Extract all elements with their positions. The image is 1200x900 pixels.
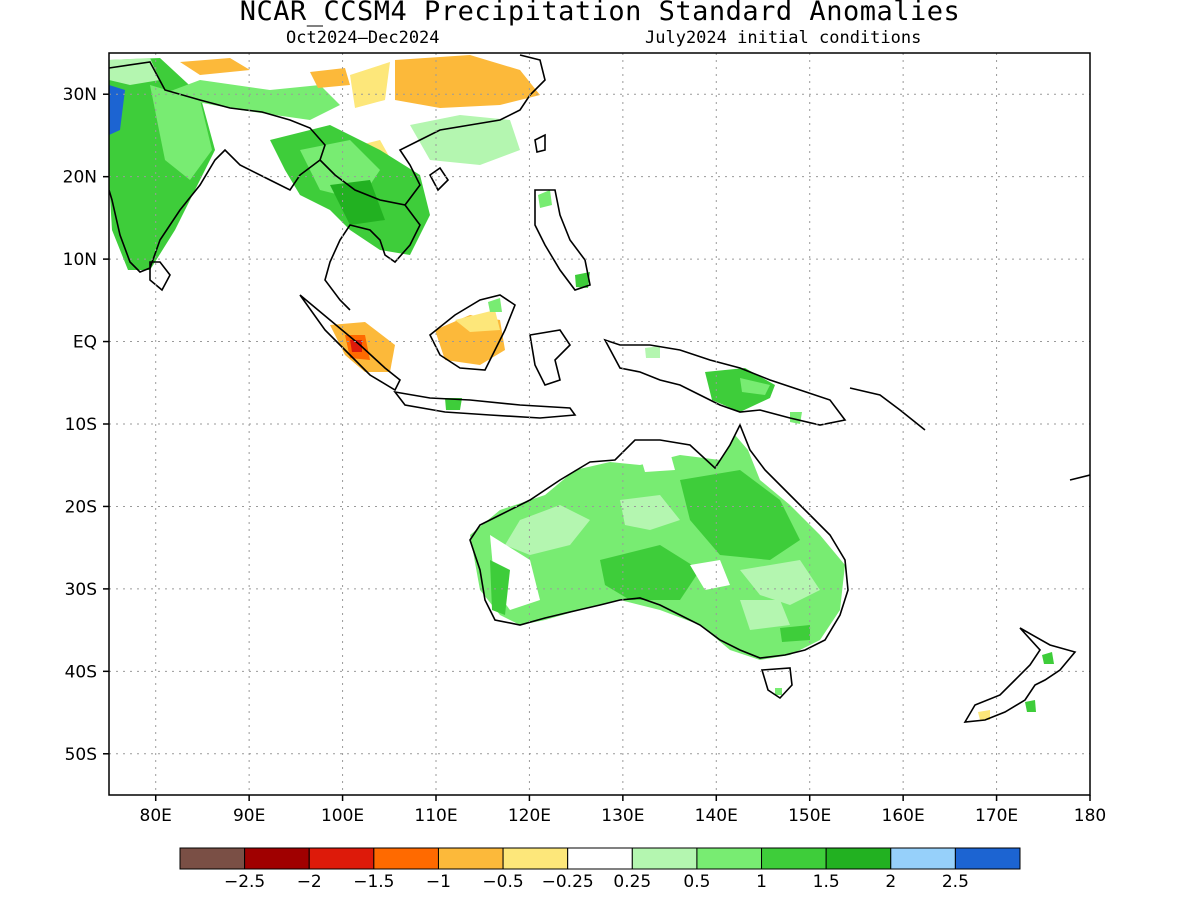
- anomaly-field: [109, 55, 1054, 720]
- lon-label: 90E: [233, 806, 265, 826]
- colorbar: −2.5 −2 −1.5 −1 −0.5 −0.25 0.25 0.5 1 1.5 2 2.5: [179, 847, 1021, 892]
- lon-label: 140E: [695, 806, 738, 826]
- colorbar-swatch: [696, 847, 763, 870]
- colorbar-label: −0.25: [542, 872, 594, 892]
- colorbar-swatch: [954, 847, 1021, 870]
- colorbar-label: 1: [756, 872, 767, 892]
- longitude-labels: 80E 90E 100E 110E 120E 130E 140E 150E 160E 170E 18…: [140, 795, 1106, 826]
- colorbar-swatch: [567, 847, 633, 870]
- colorbar-swatch: [437, 847, 504, 870]
- colorbar-label: −0.5: [482, 872, 523, 892]
- lat-label: 50S: [65, 745, 97, 765]
- colorbar-label: 1.5: [813, 872, 840, 892]
- lon-label: 120E: [508, 806, 551, 826]
- lat-label: 30N: [63, 85, 97, 105]
- colorbar-label: −1: [426, 872, 451, 892]
- colorbar-swatch: [631, 847, 698, 870]
- lat-label: 40S: [65, 662, 97, 682]
- colorbar-swatch: [373, 847, 439, 870]
- lon-label: 170E: [975, 806, 1018, 826]
- lat-label: EQ: [73, 333, 97, 353]
- forecast-period: Oct2024–Dec2024: [286, 28, 440, 48]
- colorbar-label: −2: [297, 872, 322, 892]
- colorbar-label: 2.5: [942, 872, 969, 892]
- colorbar-swatch: [761, 847, 827, 870]
- colorbar-swatch: [502, 847, 569, 870]
- colorbar-label: −2.5: [224, 872, 265, 892]
- lon-label: 150E: [788, 806, 831, 826]
- coastlines: [109, 54, 1090, 723]
- map-title: NCAR_CCSM4 Precipitation Standard Anomal…: [239, 0, 961, 27]
- lon-label: 160E: [882, 806, 925, 826]
- colorbar-label: 2: [885, 872, 896, 892]
- colorbar-swatch: [890, 847, 956, 870]
- colorbar-swatch: [244, 847, 310, 870]
- lon-label: 80E: [140, 806, 172, 826]
- latitude-labels: 30N 20N 10N EQ 10S 20S 30S 40S 50S: [63, 85, 109, 765]
- lat-label: 20N: [63, 168, 97, 188]
- lon-label: 180: [1074, 806, 1106, 826]
- lat-label: 10N: [63, 250, 97, 270]
- lat-label: 10S: [65, 415, 97, 435]
- colorbar-label: 0.25: [613, 872, 651, 892]
- lat-label: 20S: [65, 497, 97, 517]
- graticule: [109, 53, 1090, 795]
- lon-label: 100E: [321, 806, 364, 826]
- lat-label: 30S: [65, 580, 97, 600]
- colorbar-swatch: [179, 847, 246, 870]
- colorbar-swatch: [308, 847, 375, 870]
- colorbar-label: −1.5: [353, 872, 394, 892]
- lon-label: 110E: [414, 806, 457, 826]
- colorbar-label: 0.5: [683, 872, 710, 892]
- colorbar-swatch: [825, 847, 892, 870]
- initial-conditions: July2024 initial conditions: [645, 28, 922, 48]
- lon-label: 130E: [601, 806, 644, 826]
